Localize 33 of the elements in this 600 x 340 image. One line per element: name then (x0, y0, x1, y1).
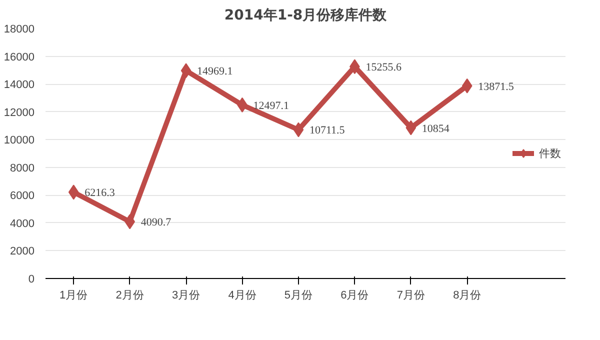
chart-title: 2014年1-8月份移库件数 (224, 6, 388, 24)
point (180, 63, 192, 78)
data-label: 4090.7 (140, 216, 172, 229)
y-tick-label: 10000 (4, 134, 35, 147)
y-tick-label: 18000 (4, 24, 35, 36)
data-label: 14969.1 (197, 66, 233, 78)
x-tick-label: 3月份 (172, 290, 200, 302)
point (68, 184, 79, 200)
y-tick-label: 8000 (10, 162, 35, 174)
point (406, 120, 416, 136)
data-label: 10711.5 (309, 124, 346, 137)
data-label: 10854 (422, 122, 450, 135)
data-label: 6216.3 (84, 187, 116, 200)
x-tick-label: 7月份 (396, 290, 425, 302)
y-tick-label: 12000 (4, 106, 35, 119)
x-tick-label: 6月份 (340, 290, 369, 302)
x-tick-label: 1月份 (60, 290, 88, 302)
y-tick-label: 16000 (4, 51, 35, 64)
point (293, 122, 304, 138)
x-tick-label: 2月份 (116, 290, 144, 302)
legend-label: 件数 (539, 146, 561, 160)
data-label: 13871.5 (478, 80, 514, 93)
x-tick-label: 8月份 (453, 290, 482, 302)
point (462, 78, 472, 94)
x-tick-label: 5月份 (284, 290, 313, 302)
x-tick-label: 4月份 (228, 290, 256, 302)
y-tick-label: 14000 (4, 79, 35, 92)
data-label: 15255.6 (366, 62, 402, 74)
y-tick-label: 2000 (10, 246, 35, 258)
data-label: 12497.1 (253, 100, 290, 112)
y-tick-label: 4000 (10, 218, 35, 230)
y-tick-label: 6000 (10, 190, 35, 202)
y-tick-label: 0 (28, 274, 35, 286)
